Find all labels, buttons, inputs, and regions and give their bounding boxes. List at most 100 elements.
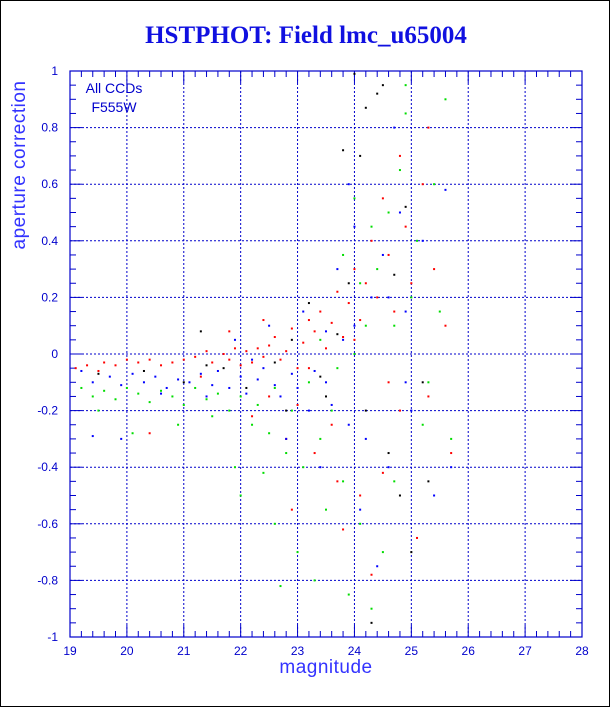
data-point bbox=[336, 268, 339, 271]
data-point bbox=[296, 551, 299, 554]
data-point bbox=[393, 324, 396, 327]
data-point bbox=[199, 372, 202, 375]
data-point bbox=[353, 353, 356, 355]
data-point bbox=[325, 508, 327, 511]
data-point bbox=[120, 437, 123, 440]
data-point bbox=[370, 607, 373, 610]
data-point bbox=[421, 381, 424, 384]
data-point bbox=[239, 395, 242, 398]
data-point bbox=[256, 347, 259, 350]
data-point bbox=[359, 282, 362, 285]
data-point bbox=[137, 361, 140, 364]
data-point bbox=[177, 423, 180, 426]
data-point bbox=[410, 409, 413, 412]
data-point bbox=[245, 386, 248, 389]
x-tick-label: 20 bbox=[120, 644, 134, 658]
data-point bbox=[171, 395, 174, 398]
data-point bbox=[137, 392, 140, 395]
data-point bbox=[205, 398, 208, 401]
data-point bbox=[131, 432, 134, 435]
data-point bbox=[262, 319, 265, 322]
data-point bbox=[444, 188, 447, 191]
data-point bbox=[251, 423, 254, 426]
data-point bbox=[404, 310, 407, 313]
data-point bbox=[91, 435, 94, 438]
y-tick-label: 0.8 bbox=[41, 121, 58, 135]
x-tick-label: 22 bbox=[234, 644, 248, 658]
data-point bbox=[353, 268, 356, 271]
y-axis-label: aperture correction bbox=[9, 80, 30, 250]
data-point bbox=[285, 437, 288, 440]
data-point bbox=[125, 386, 128, 389]
data-point bbox=[359, 494, 362, 497]
data-point bbox=[444, 98, 447, 101]
data-point bbox=[91, 395, 94, 398]
data-point bbox=[342, 528, 345, 531]
data-point bbox=[410, 296, 413, 299]
x-tick-label: 19 bbox=[63, 644, 77, 658]
data-point bbox=[319, 437, 322, 440]
data-point bbox=[290, 409, 293, 412]
data-point bbox=[387, 211, 390, 214]
x-tick-label: 24 bbox=[348, 644, 362, 658]
data-point bbox=[404, 84, 407, 87]
data-point bbox=[416, 536, 419, 539]
data-point bbox=[296, 386, 299, 389]
data-point bbox=[262, 355, 265, 358]
data-point bbox=[103, 361, 106, 364]
data-point bbox=[171, 361, 174, 364]
data-point bbox=[353, 338, 356, 341]
x-tick-label: 26 bbox=[462, 644, 476, 658]
data-point bbox=[330, 321, 333, 324]
data-point bbox=[165, 386, 168, 389]
data-point bbox=[279, 358, 282, 361]
data-point bbox=[302, 310, 305, 313]
data-point bbox=[273, 336, 276, 339]
data-point bbox=[302, 466, 305, 469]
data-point bbox=[387, 452, 390, 455]
data-point bbox=[177, 378, 180, 381]
data-point bbox=[194, 386, 197, 389]
data-point bbox=[285, 452, 288, 455]
data-point bbox=[404, 112, 407, 115]
data-point bbox=[120, 384, 123, 387]
data-point bbox=[313, 579, 316, 582]
data-point bbox=[370, 621, 373, 624]
data-point bbox=[313, 330, 316, 333]
data-point bbox=[194, 355, 197, 358]
data-point bbox=[216, 392, 219, 395]
data-point bbox=[307, 319, 310, 322]
data-point bbox=[233, 466, 236, 469]
data-point bbox=[427, 381, 430, 384]
data-point bbox=[148, 358, 151, 361]
data-point bbox=[342, 149, 345, 152]
data-point bbox=[381, 197, 384, 200]
data-point bbox=[433, 494, 436, 497]
data-point bbox=[444, 324, 447, 327]
data-point bbox=[370, 573, 373, 576]
data-point bbox=[154, 375, 157, 378]
data-point bbox=[376, 296, 379, 299]
data-point bbox=[433, 268, 436, 271]
data-point bbox=[108, 375, 111, 378]
data-point bbox=[381, 84, 384, 87]
data-point bbox=[364, 437, 367, 440]
data-point bbox=[80, 369, 83, 372]
data-point bbox=[370, 296, 373, 299]
data-point bbox=[393, 480, 396, 483]
data-point bbox=[353, 197, 356, 200]
data-point bbox=[342, 480, 345, 483]
data-point bbox=[262, 367, 265, 370]
y-tick-label: -1 bbox=[47, 630, 58, 644]
data-point bbox=[251, 361, 254, 364]
data-point bbox=[285, 409, 288, 412]
y-tick-label: 0.6 bbox=[41, 177, 58, 191]
y-tick-labels: -1 -0.8 -0.6 -0.4 -0.2 0 0.2 0.4 0.6 0.8 1 bbox=[37, 64, 58, 644]
data-point bbox=[228, 386, 231, 389]
data-point bbox=[80, 386, 83, 389]
x-tick-label: 27 bbox=[518, 644, 532, 658]
data-point bbox=[398, 154, 401, 157]
data-point bbox=[125, 358, 128, 361]
